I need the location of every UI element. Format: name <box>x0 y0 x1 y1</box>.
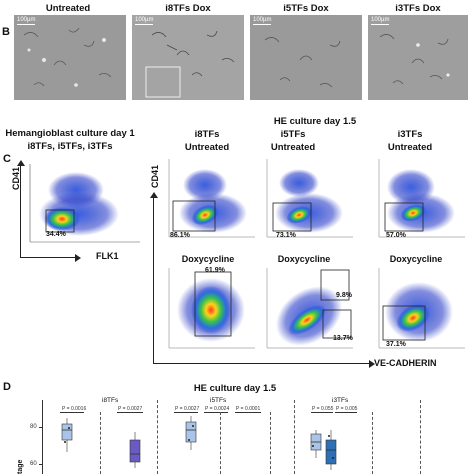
plot-i5tfs-untreated <box>266 159 353 238</box>
he-culture-title: HE culture day 1.5 <box>273 116 357 127</box>
micrograph-texture <box>23 27 112 87</box>
group-name-i3tfs: i3TFs <box>332 397 349 404</box>
header-i8tfs-line: i8TFs <box>194 129 220 140</box>
he-y-arrowhead <box>150 192 158 198</box>
header-i8tfs-untreated: Untreated <box>184 142 230 153</box>
he-x-arrowhead <box>369 360 375 368</box>
box-i3-dox <box>325 430 337 470</box>
he-x-arrow <box>153 363 371 364</box>
plot-i3tfs-untreated <box>378 159 465 238</box>
dox-label-i5tfs: Doxycycline <box>277 254 331 264</box>
plot-i8tfs-untreated <box>168 159 255 238</box>
micrograph-texture <box>145 30 235 98</box>
panel-d-title: HE culture day 1.5 <box>193 383 277 394</box>
pct-i8tfs-dox: 61.9% <box>205 267 225 274</box>
pct-i3tfs-untreated: 57.0% <box>386 232 406 239</box>
box-i8-untreated <box>61 418 73 452</box>
pval-i8-2: P = 0.0027 <box>118 406 143 412</box>
hb-x-arrowhead <box>75 254 81 262</box>
micrograph-texture <box>379 34 450 85</box>
scale-bar-label: 100µm <box>253 17 272 25</box>
hb-x-arrow <box>20 257 76 258</box>
header-i5tfs-line: i5TFs <box>280 129 306 140</box>
scale-bar-label: 100µm <box>371 17 390 25</box>
scale-bar-label: 100µm <box>17 17 36 25</box>
panel-letter-d: D <box>3 381 11 393</box>
box-i5-untreated <box>185 416 197 450</box>
plot-i8tfs-dox <box>168 268 255 349</box>
group-name-i8tfs: i8TFs <box>102 397 119 404</box>
pval-i5-1: P = 0.0027 <box>175 406 200 412</box>
micrograph-i3tfs-dox: 100µm <box>368 15 468 100</box>
he-y-arrow <box>153 196 154 364</box>
hb-population-core <box>44 207 80 231</box>
he-y-axis-label: CD41 <box>150 164 160 188</box>
panel-d-ytick-60: 60 <box>30 461 37 467</box>
pval-i3-2: P = 0.005 <box>336 406 358 412</box>
hb-flow-plot <box>29 164 140 243</box>
header-i5tfs: i5TFs Untreated <box>258 128 328 154</box>
plot-i5tfs-dox <box>266 268 353 349</box>
micrograph-i5tfs-dox: 100µm <box>250 15 362 100</box>
box-i8-dox <box>129 432 141 468</box>
hb-y-arrow <box>20 164 21 258</box>
hemangioblast-title: Hemangioblast culture day 1 i8TFs, i5TFs… <box>0 127 140 153</box>
pct-i3tfs-dox: 37.1% <box>386 341 406 348</box>
hemangioblast-title-line2: i8TFs, i5TFs, i3TFs <box>27 141 113 152</box>
pval-i5-2: P = 0.0024 <box>205 406 230 412</box>
hb-gate <box>45 209 75 233</box>
col-header-i5tfs-dox: i5TFs Dox <box>283 3 329 14</box>
panel-d-y-axis <box>42 400 43 474</box>
header-i3tfs-untreated: Untreated <box>387 142 433 153</box>
plot-i3tfs-dox <box>378 268 465 349</box>
header-i8tfs: i8TFs Untreated <box>172 128 242 154</box>
micrograph-i8tfs-dox: 100µm <box>132 15 244 100</box>
group-name-i5tfs: i5TFs <box>210 397 227 404</box>
pct-i5tfs-untreated: 73.1% <box>276 232 296 239</box>
pct-i5tfs-dox-bottom: 13.7% <box>333 335 353 342</box>
col-header-untreated: Untreated <box>45 3 91 14</box>
header-i3tfs-line: i3TFs <box>397 129 423 140</box>
hb-gate-pct: 34.4% <box>46 231 66 238</box>
dox-label-i8tfs: Doxycycline <box>181 254 235 264</box>
pval-i8-1: P = 0.0016 <box>62 406 87 412</box>
panel-d-ytick-80: 80 <box>30 424 37 430</box>
hb-y-arrowhead <box>17 160 25 166</box>
scale-bar-label: 100µm <box>135 17 154 25</box>
panel-letter-c: C <box>3 153 11 165</box>
pct-i8tfs-untreated: 86.1% <box>170 232 190 239</box>
pval-i3-1: P = 0.055 <box>312 406 334 412</box>
pval-i5-3: P = 0.0001 <box>236 406 261 412</box>
he-x-axis-label: VE-CADHERIN <box>374 358 437 368</box>
pct-i5tfs-dox-top: 9.8% <box>336 292 352 299</box>
col-header-i3tfs-dox: i3TFs Dox <box>395 3 441 14</box>
col-header-i8tfs-dox: i8TFs Dox <box>165 3 211 14</box>
hb-x-axis-label: FLK1 <box>96 251 119 261</box>
hemangioblast-title-line1: Hemangioblast culture day 1 <box>5 128 135 139</box>
dox-label-i3tfs: Doxycycline <box>389 254 443 264</box>
micrograph-texture <box>264 37 341 88</box>
header-i5tfs-untreated: Untreated <box>270 142 316 153</box>
boxplots <box>61 416 337 470</box>
micrograph-untreated: 100µm <box>14 15 126 100</box>
header-i3tfs: i3TFs Untreated <box>375 128 445 154</box>
box-i3-untreated <box>310 430 322 458</box>
panel-letter-b: B <box>2 26 10 38</box>
